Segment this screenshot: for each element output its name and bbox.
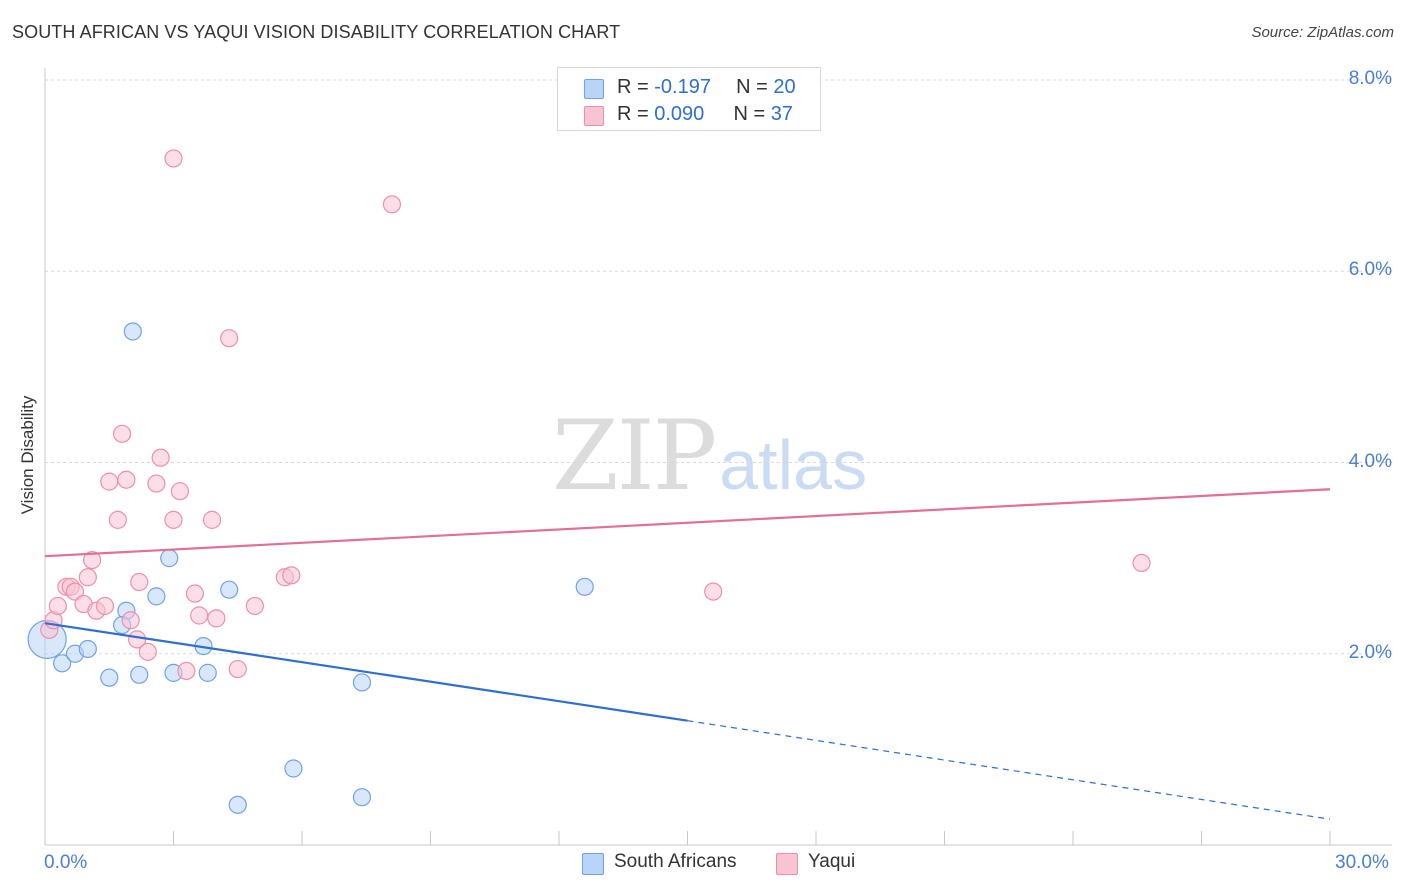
bottom-legend-swatch-pink: [776, 853, 798, 875]
data-point-south-africans: [53, 654, 72, 673]
data-point-yaqui: [382, 195, 402, 214]
data-point-yaqui: [1132, 553, 1151, 573]
legend-swatch-pink: [584, 106, 604, 126]
legend-r-label: R =: [617, 76, 655, 98]
data-point-yaqui: [164, 149, 183, 168]
data-point-yaqui: [147, 474, 166, 493]
data-point-south-africans: [198, 663, 217, 682]
chart-title: SOUTH AFRICAN VS YAQUI VISION DISABILITY…: [12, 22, 621, 42]
data-point-yaqui: [207, 609, 226, 628]
legend-r-value: -0.197: [654, 76, 711, 98]
data-point-yaqui: [83, 550, 102, 570]
trendline-yaqui: [44, 488, 1331, 558]
data-point-yaqui: [130, 572, 149, 592]
data-point-yaqui: [117, 470, 136, 489]
data-point-yaqui: [245, 596, 264, 616]
legend-n-label: N =: [733, 103, 771, 125]
trendline-south-africans-extrapolated: [687, 720, 1331, 820]
data-point-south-africans: [100, 668, 119, 687]
data-point-yaqui: [112, 424, 132, 443]
data-point-south-africans: [130, 665, 149, 684]
data-point-yaqui: [138, 642, 157, 661]
correlation-legend: R = -0.197 N = 20 R = 0.090 N = 37: [557, 67, 821, 131]
data-point-south-africans: [575, 577, 594, 596]
trendline-south-africans: [44, 622, 688, 722]
y-tick-label: 2.0%: [1348, 641, 1392, 663]
data-point-south-africans: [78, 639, 97, 659]
data-point-south-africans: [352, 788, 372, 807]
data-point-yaqui: [190, 606, 209, 625]
data-point-yaqui: [170, 482, 190, 501]
bottom-legend-label: South Africans: [614, 851, 737, 872]
legend-n-label: N =: [736, 76, 774, 98]
data-point-yaqui: [177, 661, 196, 681]
legend-n-value: 37: [770, 103, 793, 125]
bottom-legend-label: Yaqui: [808, 851, 856, 872]
legend-swatch-blue: [584, 79, 604, 99]
y-tick-label: 8.0%: [1348, 68, 1392, 89]
data-point-yaqui: [202, 510, 222, 529]
data-point-south-africans: [284, 759, 303, 778]
data-point-yaqui: [164, 510, 183, 529]
bottom-legend-swatch-blue: [582, 853, 604, 875]
data-point-yaqui: [78, 568, 97, 587]
data-point-yaqui: [108, 510, 127, 529]
data-point-yaqui: [65, 582, 85, 601]
legend-r-value: 0.090: [654, 103, 705, 125]
data-point-yaqui: [48, 596, 67, 616]
x-tick-label-min: 0.0%: [44, 852, 88, 873]
source-label: Source: ZipAtlas.com: [1251, 24, 1394, 41]
legend-r-label: R =: [617, 103, 655, 125]
y-tick-label: 4.0%: [1348, 450, 1392, 472]
data-point-south-africans: [123, 322, 142, 341]
data-point-yaqui: [121, 611, 140, 630]
x-tick-label-max: 30.0%: [1335, 852, 1389, 873]
data-point-yaqui: [220, 329, 239, 348]
y-tick-label: 6.0%: [1348, 259, 1392, 281]
data-point-yaqui: [228, 659, 247, 679]
data-point-yaqui: [95, 596, 115, 616]
data-point-yaqui: [151, 448, 170, 467]
data-point-south-africans: [352, 673, 372, 692]
data-point-yaqui: [282, 566, 301, 585]
data-point-south-africans: [160, 549, 179, 568]
legend-n-value: 20: [773, 76, 796, 98]
data-point-south-africans: [220, 580, 239, 599]
data-point-yaqui: [704, 582, 723, 601]
data-point-yaqui: [185, 584, 205, 603]
data-point-south-africans: [228, 795, 247, 814]
data-point-south-africans: [147, 587, 166, 606]
data-point-yaqui: [100, 472, 119, 491]
